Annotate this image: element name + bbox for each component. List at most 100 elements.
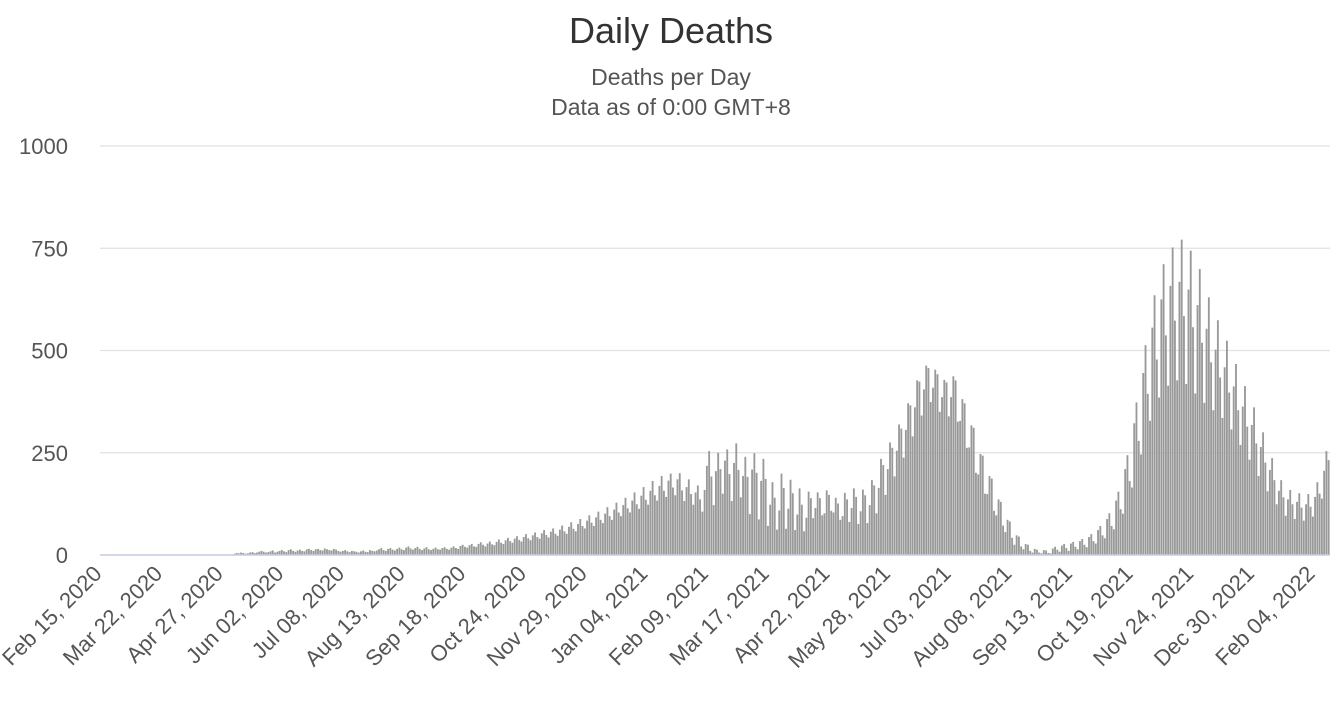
bar (751, 469, 754, 555)
bar (240, 552, 243, 555)
bar (972, 427, 975, 555)
bar (900, 428, 903, 555)
bar (339, 551, 342, 555)
bar (864, 495, 867, 555)
bar (604, 513, 607, 555)
bar (1180, 239, 1183, 555)
bar (909, 405, 912, 555)
bar (1022, 549, 1025, 555)
bar (776, 529, 778, 555)
bar (1160, 299, 1163, 556)
bar (461, 544, 464, 555)
bar (1271, 458, 1274, 555)
bar (624, 497, 627, 555)
bar (1038, 552, 1041, 555)
bar (405, 547, 408, 555)
bar (262, 551, 265, 555)
bar (565, 533, 568, 555)
bar (253, 552, 256, 555)
bar (809, 498, 812, 555)
bar (1221, 417, 1224, 555)
bar (511, 542, 514, 555)
bar (1235, 364, 1237, 555)
bar (319, 550, 322, 555)
bar (1011, 537, 1014, 555)
bar (473, 546, 475, 555)
bar (642, 487, 645, 555)
bar (425, 547, 428, 555)
bar (1185, 384, 1188, 555)
bar (1067, 550, 1070, 555)
bar (843, 492, 846, 555)
bar (1103, 538, 1106, 555)
bar (488, 541, 491, 555)
bar (1316, 482, 1319, 555)
bar (418, 548, 421, 555)
bar (278, 550, 281, 555)
bar (364, 551, 367, 555)
bar (620, 516, 622, 555)
bar (283, 551, 285, 555)
bar (1212, 410, 1215, 555)
bar (545, 534, 548, 555)
bar (1081, 539, 1084, 555)
bar (1024, 543, 1027, 555)
bar (303, 551, 306, 555)
bar (667, 480, 670, 555)
bar (771, 482, 774, 555)
bar (341, 550, 344, 555)
bar (534, 532, 536, 555)
bar (663, 490, 665, 555)
bar (789, 479, 792, 555)
bar (1101, 535, 1104, 555)
bar (760, 480, 763, 555)
bar (834, 497, 837, 555)
bar (638, 508, 640, 555)
bar (886, 469, 889, 555)
bar (970, 425, 973, 555)
bar (1162, 264, 1165, 555)
bar (1216, 320, 1219, 555)
bar (800, 504, 803, 555)
bar-series (233, 239, 1330, 556)
bar (1090, 534, 1093, 555)
bar (360, 551, 362, 555)
bar (911, 436, 914, 555)
chart-subtitle-line-2: Data as of 0:00 GMT+8 (551, 94, 791, 120)
bar (678, 473, 681, 555)
bar (617, 512, 620, 555)
bar (1255, 443, 1258, 555)
bar (676, 479, 679, 555)
bar (841, 516, 844, 555)
bar (875, 513, 878, 555)
bar (1250, 424, 1253, 555)
bar (335, 549, 337, 555)
bar (927, 368, 930, 555)
bar (748, 514, 751, 555)
bar (1131, 487, 1133, 555)
bar (1232, 386, 1235, 555)
bar (237, 553, 240, 555)
bar (509, 541, 512, 555)
bar (832, 512, 835, 555)
bar (850, 507, 853, 555)
bar (785, 528, 787, 555)
bar (441, 548, 444, 555)
bar (767, 525, 769, 555)
bar (683, 501, 686, 555)
bar (1275, 504, 1278, 555)
bar (877, 487, 880, 555)
bar (649, 490, 652, 555)
bar (1164, 335, 1167, 555)
bar (1117, 491, 1120, 555)
bar (276, 551, 279, 555)
bar (798, 488, 801, 555)
bar (396, 548, 399, 555)
bar (346, 551, 349, 555)
chart-subtitle-line-1: Deaths per Day (591, 64, 751, 90)
bar (344, 550, 347, 555)
bar (819, 498, 821, 555)
bar (1063, 543, 1066, 555)
bar (468, 545, 471, 555)
